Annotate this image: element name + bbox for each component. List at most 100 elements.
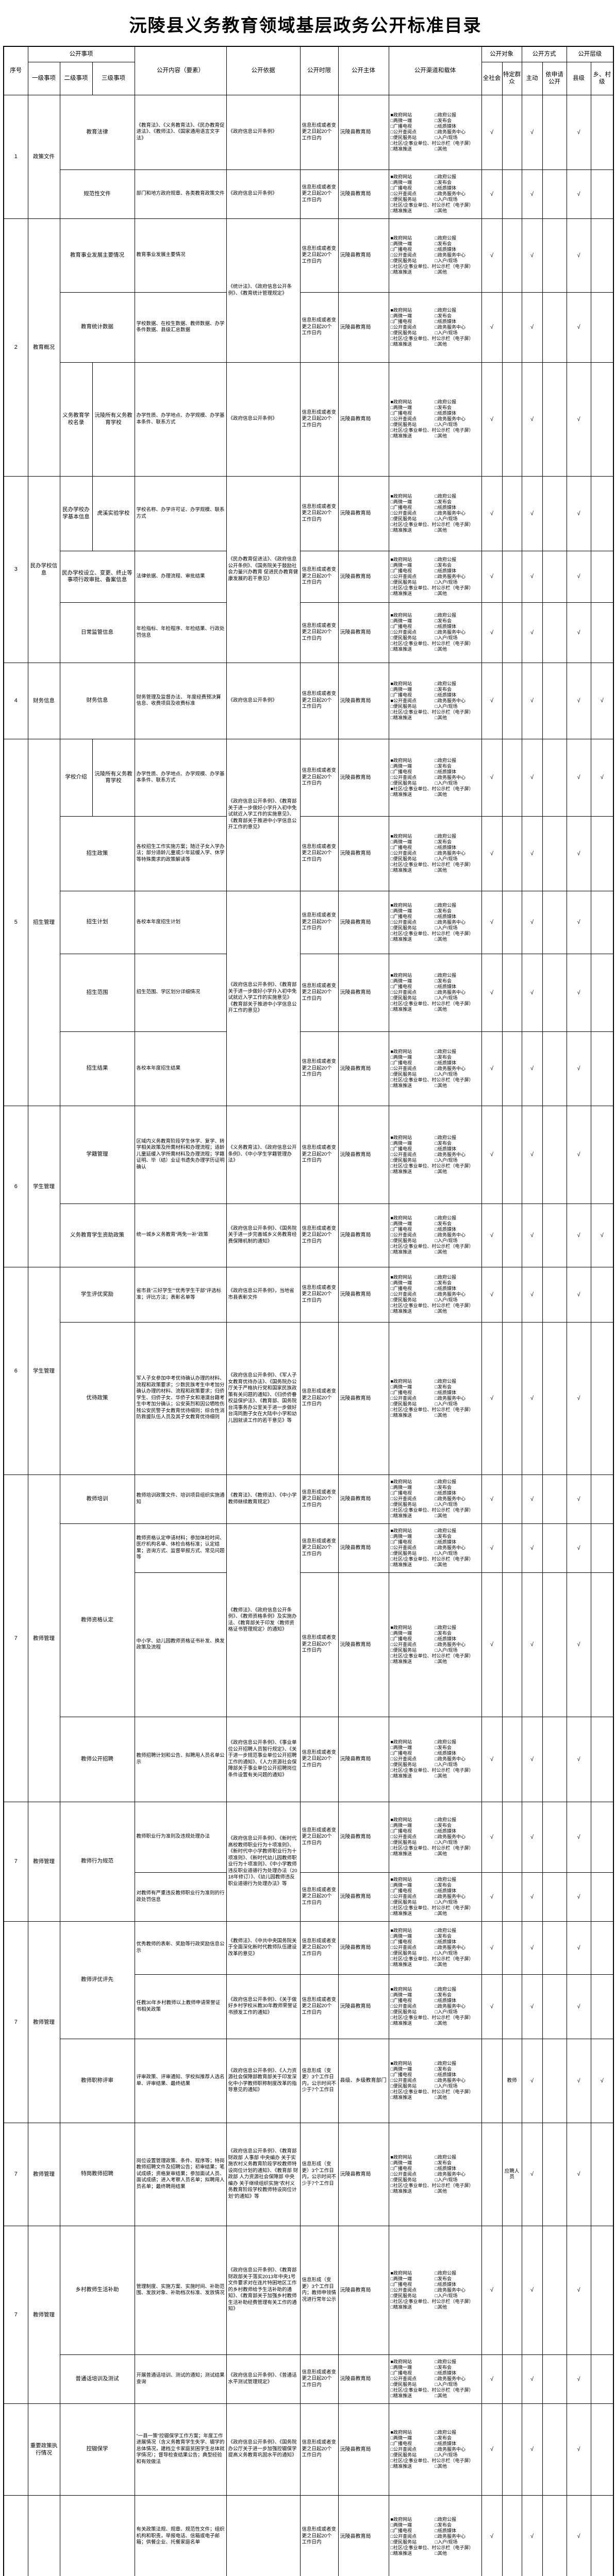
channel-checkbox: □广播电视 [390, 2441, 412, 2446]
channel-checkbox: □发布会 [435, 118, 452, 123]
level-township-mark [590, 362, 614, 477]
channel-line: □便民服务站 □入户/现场 [391, 258, 480, 264]
channel-checkbox: □政府公报 [435, 2154, 456, 2160]
channel-checkbox: □政务服务中心 [435, 630, 466, 635]
channels-cell: ■政府网站 □政府公报 □两微一端 □发布会 □广播电视 □纸质媒体 □公开查阅点 □政务服务… [388, 1801, 482, 1873]
channel-checkbox: □其他 [435, 2550, 447, 2556]
subject-cell: 沅陵县教育局 [338, 1974, 389, 2039]
channel-checkbox: □精准推送 [390, 2550, 412, 2556]
channel-line: ■政府网站 □政府公报 [391, 174, 480, 180]
channel-checkbox-checked: ■政府网站 [390, 973, 412, 978]
channel-checkbox: □其他 [435, 1082, 447, 1088]
method-active-mark: √ [521, 292, 543, 363]
level1-item-cell: 教师管理 [27, 2122, 60, 2226]
target-specific-mark [502, 1974, 522, 2039]
channel-line: □两微一端 □发布会 [391, 2276, 480, 2282]
channel-checkbox: □政府公报 [435, 1275, 456, 1280]
target-all-mark: √ [481, 1203, 503, 1267]
method-active-mark: √ [521, 1474, 543, 1524]
channel-line: ■公开查阅点 □政务服务中心 [391, 698, 480, 704]
basis-cell: 《教育法》、《教师法》、《中小学教师继续教育规定》 [226, 1474, 301, 1524]
subject-cell: 沅陵县教育局 [338, 738, 389, 817]
channel-line: □便民服务站 □入户/现场 [391, 781, 480, 786]
channel-checkbox: □入户/现场 [435, 1502, 458, 1507]
channel-checkbox: □纸质媒体 [435, 1636, 456, 1641]
content-cell: “一县一策”控辍保学工作方案；年度工作进展情况（含义务教育学生失学、辍学的总体情… [134, 2403, 227, 2496]
channel-line: □精准推送 □其他 [391, 868, 480, 873]
channel-checkbox: □社区/企事业单位、村公示栏（电子屏） [390, 264, 474, 269]
level-county-mark: √ [566, 2038, 591, 2123]
channel-checkbox: □便民服务站 [390, 579, 417, 585]
level-county-mark: √ [566, 292, 591, 363]
channel-checkbox: □精准推送 [390, 2393, 412, 2398]
channel-checkbox: □政府公报 [435, 973, 456, 978]
channel-checkbox: □纸质媒体 [435, 1939, 456, 1944]
method-active-mark: √ [521, 94, 543, 170]
channel-checkbox: □纸质媒体 [435, 2165, 456, 2171]
channel-checkbox: □社区/企事业单位、村公示栏（电子屏） [390, 1507, 474, 1513]
channel-checkbox-checked: ■政府网站 [390, 681, 412, 686]
channel-checkbox: □纸质媒体 [435, 692, 456, 698]
channel-checkbox: □其他 [435, 1851, 447, 1856]
channel-checkbox: □精准推送 [390, 269, 412, 275]
channel-checkbox-checked: ■政府网站 [390, 235, 412, 241]
channel-checkbox: □社区/企事业单位、村公示栏（电子屏） [390, 1845, 474, 1851]
channel-checkbox: □精准推送 [390, 1562, 412, 1567]
content-cell: 教师招聘计划和公告、拟聘用人员名单公示 [134, 1716, 227, 1802]
channel-checkbox: □政务服务中心 [435, 1945, 466, 1950]
channel-checkbox: □政府公报 [435, 834, 456, 839]
channel-checkbox: □公开查阅点 [390, 1151, 417, 1157]
channel-checkbox: □社区/企事业单位、村公示栏（电子屏） [390, 428, 474, 433]
table-row: 3 民办学校信息 民办学校办学基本信息 虎溪实验学校 学校名称、办学许可证、办学规模、联… [3, 476, 614, 663]
level-township-mark [590, 890, 614, 954]
channel-checkbox: □入户/现场 [435, 856, 458, 861]
channel-checkbox: □政务服务中心 [435, 1756, 466, 1761]
channel-checkbox: □公开查阅点 [390, 573, 417, 579]
target-specific-mark [502, 2495, 522, 2576]
time-limit-cell: 信息形成或者变更之日起20个工作日内 [300, 550, 339, 603]
channel-line: □便民服务站 □入户/现场 [391, 1502, 480, 1507]
level2-item-cell: 教育法律 [59, 94, 135, 170]
time-limit-cell: 信息形成或者变更之日起20个工作日内 [300, 1266, 339, 1323]
channel-line: □社区/企事业单位、村公示栏（电子屏） [391, 862, 480, 868]
channel-checkbox: □社区/企事业单位、村公示栏（电子屏） [390, 2387, 474, 2393]
header-method-group: 公开方式 [521, 46, 567, 62]
channel-line: □公开查阅点 □政务服务中心 [391, 2172, 480, 2177]
level-county-mark: √ [566, 1203, 591, 1267]
level-county-mark: √ [566, 890, 591, 954]
channel-line: ■政府网站 □政府公报 [391, 973, 480, 978]
channel-checkbox: □公开查阅点 [390, 851, 417, 856]
channel-checkbox: □政府公报 [435, 1624, 456, 1630]
channels-cell: ■政府网站 □政府公报 □两微一端 □发布会 □广播电视 □纸质媒体 □公开查阅点 □政务服务… [388, 1203, 482, 1267]
channel-checkbox: □入户/现场 [435, 995, 458, 1001]
channel-checkbox: □纸质媒体 [435, 1146, 456, 1151]
channel-checkbox: □便民服务站 [390, 516, 417, 521]
channel-checkbox: □公开查阅点 [390, 1292, 417, 1297]
target-all-mark: √ [481, 738, 503, 817]
channel-checkbox: □发布会 [435, 1934, 452, 1939]
channel-line: ■政府网站 □政府公报 [391, 557, 480, 563]
method-request-mark [542, 218, 567, 293]
content-cell: 任教30年乡村教师以上教师申请荣誉证书相关政策 [134, 1974, 227, 2039]
channel-checkbox-checked: ■政府网站 [390, 307, 412, 313]
channel-checkbox-checked: ■政府网站 [390, 1528, 412, 1533]
channels-cell: ■政府网站 □政府公报 □两微一端 □发布会 □广播电视 □纸质媒体 □公开查阅点 □政务服务… [388, 1105, 482, 1204]
channel-line: □便民服务站 □入户/现场 [391, 330, 480, 336]
channel-line: □公开查阅点 □政务服务中心 [391, 574, 480, 580]
channel-checkbox: □纸质媒体 [435, 2441, 456, 2446]
method-active-mark: √ [521, 476, 543, 551]
time-limit-cell: 信息形成或者变更之日起20个工作日内 [300, 602, 339, 663]
basis-cell: 《民办教育促进法》、《政府信息公开条例》、《国务院关于鼓励社会力量兴办教育 促进… [226, 476, 301, 663]
time-limit-cell: 信息形成或者变更之日起20个工作日内 [300, 1572, 339, 1717]
standards-table: 序号 公开事项 公开内容（要素） 公开依据 公开时限 公开主体 公开渠道和载体 … [3, 46, 614, 2576]
channel-checkbox: □广播电视 [390, 913, 412, 919]
channel-checkbox: □精准推送 [390, 2463, 412, 2469]
channel-line: □两微一端 □发布会 [391, 1631, 480, 1636]
channel-checkbox: □纸质媒体 [435, 1227, 456, 1232]
channel-checkbox: □发布会 [435, 313, 452, 318]
table-row: 对教师有严重违反教师职业行为准则的行政处罚信息 信息形成或者变更之日起20个工作日… [4, 1872, 614, 1922]
channel-checkbox: □政府公报 [435, 112, 456, 117]
subject-cell: 沅陵县教育局 [338, 218, 389, 293]
level-township-mark: √ [590, 2038, 614, 2123]
channel-checkbox: □两微一端 [390, 1384, 412, 1389]
